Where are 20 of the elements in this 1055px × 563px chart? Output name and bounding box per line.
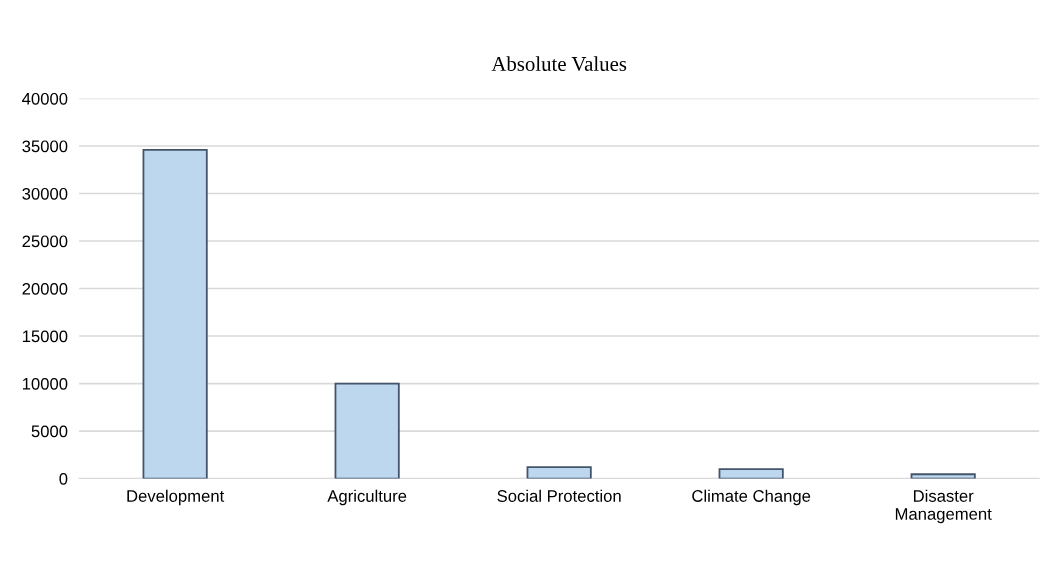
x-tick-label: Social Protection	[497, 489, 621, 502]
y-tick-label: 0	[59, 472, 68, 485]
x-tick-label: Disaster Management	[895, 489, 992, 524]
y-tick-label: 25000	[22, 235, 68, 248]
bar	[526, 466, 592, 479]
bar	[910, 473, 976, 479]
y-tick-label: 15000	[22, 330, 68, 343]
y-tick-label: 20000	[22, 282, 68, 295]
bar	[334, 382, 400, 479]
y-tick-label: 40000	[22, 92, 68, 105]
y-tick-label: 30000	[22, 187, 68, 200]
x-tick-label: Development	[127, 489, 225, 506]
chart-title: Absolute Values	[491, 56, 627, 72]
bar	[718, 468, 784, 479]
x-tick-label: Climate Change	[692, 489, 811, 506]
y-tick-label: 10000	[22, 377, 68, 390]
bar	[142, 148, 208, 479]
y-tick-label: 5000	[31, 425, 68, 438]
y-tick-label: 35000	[22, 140, 68, 153]
x-tick-label: Agriculture	[327, 489, 407, 506]
